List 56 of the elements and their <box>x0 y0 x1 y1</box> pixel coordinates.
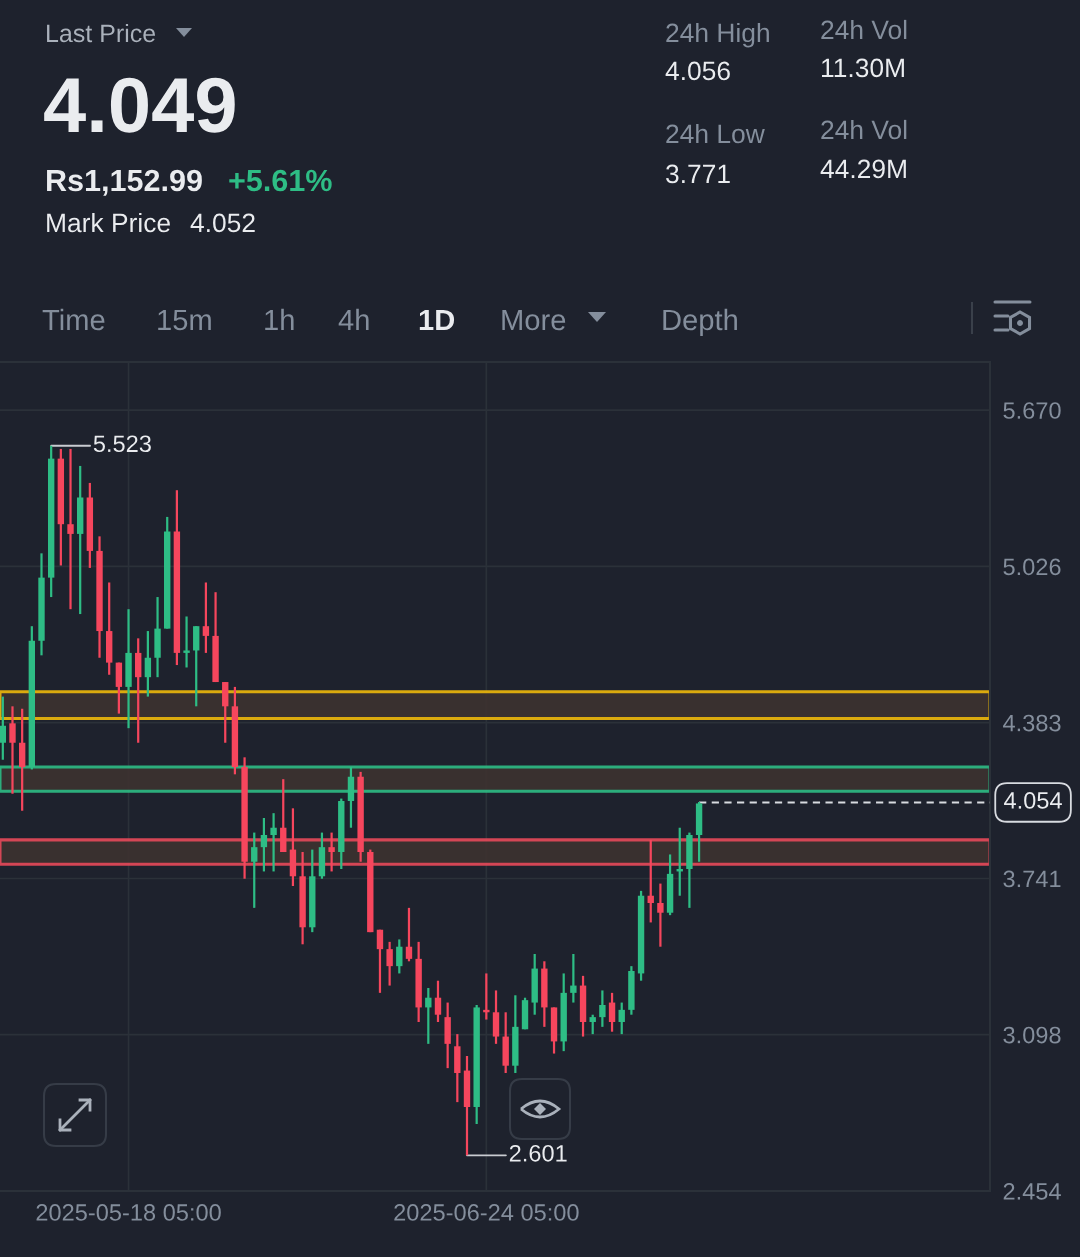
candlestick <box>260 816 268 873</box>
text: Depth <box>663 308 737 337</box>
candlestick <box>251 831 258 909</box>
text: 15m <box>158 309 211 331</box>
text: Rs1,152.99 <box>47 169 202 196</box>
text: 4.049 <box>44 77 235 133</box>
candlestick <box>425 986 432 1045</box>
text: Mark Price <box>47 212 170 233</box>
candlestick <box>0 695 7 761</box>
y-tick-label: 3.741 <box>1003 870 1061 888</box>
candlestick <box>618 1001 625 1036</box>
text: More <box>502 309 566 331</box>
candlestick <box>647 838 654 924</box>
y-tick-label: 5.670 <box>1003 402 1061 419</box>
text: Time <box>42 308 105 331</box>
candlestick <box>67 447 74 611</box>
candlestick <box>144 629 152 698</box>
text: 44.29M <box>820 159 906 179</box>
candlestick <box>183 615 190 669</box>
x-tick-label: 2025-06-24 05:00 <box>394 1204 579 1221</box>
candlestick <box>657 882 664 948</box>
candlestick <box>599 989 606 1028</box>
annotation: 2.601 <box>509 1144 567 1162</box>
y-tick-label: 4.383 <box>1003 714 1061 732</box>
candlestick <box>328 831 335 873</box>
text: 4.052 <box>190 213 255 233</box>
text: 24h High <box>666 22 769 48</box>
text: 4h <box>338 308 369 330</box>
x-tick-label: 2025-05-18 05:00 <box>36 1204 221 1221</box>
candlestick <box>396 938 403 975</box>
candlestick <box>202 581 210 655</box>
y-tick-label: 5.026 <box>1003 558 1061 576</box>
candlestick <box>9 705 16 795</box>
candlestick <box>270 812 277 873</box>
text: 11.30M <box>822 58 904 78</box>
candlestick <box>434 979 442 1024</box>
candlestick <box>386 940 393 987</box>
text: 4.056 <box>665 61 730 81</box>
ref-line-label: 4.054 <box>1004 792 1062 809</box>
text: +5.61% <box>229 169 332 192</box>
y-tick-label: 2.454 <box>1003 1183 1061 1200</box>
text: 1D <box>419 309 455 330</box>
candlestick <box>608 991 616 1033</box>
annotation: 5.523 <box>93 435 151 453</box>
text: 24h Vol <box>821 119 907 140</box>
text: 3.771 <box>666 164 730 184</box>
text: Last Price <box>47 23 156 43</box>
candlestick <box>405 906 413 963</box>
y-tick-label: 3.098 <box>1003 1026 1061 1044</box>
candlestick <box>589 1013 596 1036</box>
text: 24h Vol <box>821 19 907 40</box>
candlestick <box>376 928 384 994</box>
candlestick <box>570 952 577 1004</box>
candlestick <box>483 972 490 1021</box>
text: 1h <box>265 308 294 330</box>
text: 24h Low <box>666 123 765 144</box>
